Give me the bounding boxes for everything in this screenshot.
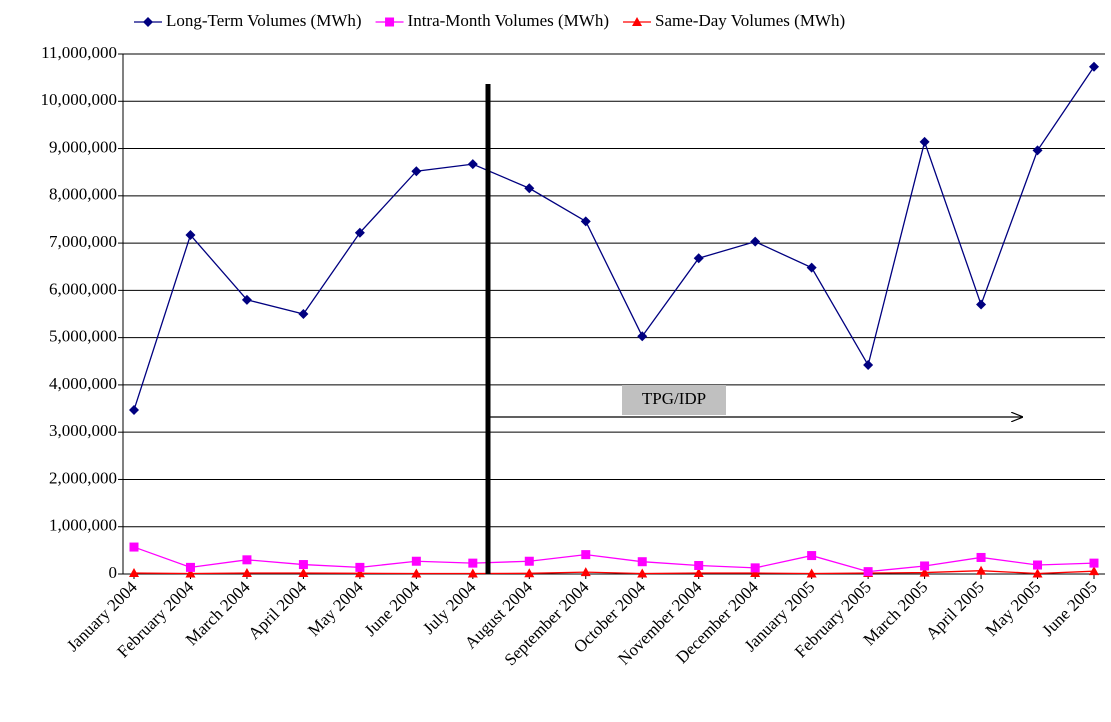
marker: [806, 568, 817, 578]
marker: [1033, 560, 1043, 570]
annotation-box: [622, 385, 726, 415]
marker: [919, 136, 930, 147]
y-tick-label: 3,000,000: [49, 421, 117, 440]
marker: [411, 166, 422, 177]
marker: [976, 299, 987, 310]
x-tick-label: May 2005: [982, 577, 1045, 640]
y-tick-label: 8,000,000: [49, 185, 117, 204]
marker: [298, 309, 309, 319]
grid: 0 1,000,000 2,000,000 3,000,000 4,000,000 5,0…: [41, 43, 1105, 669]
marker: [580, 567, 591, 577]
y-tick-label: 7,000,000: [49, 232, 117, 251]
legend-marker: [143, 17, 153, 27]
legend-label: Intra-Month Volumes (MWh): [408, 11, 609, 30]
marker: [976, 565, 987, 575]
marker: [524, 556, 534, 566]
marker: [750, 568, 761, 578]
marker: [580, 216, 591, 227]
line: [133, 570, 1095, 575]
marker: [919, 567, 930, 577]
marker: [863, 360, 874, 371]
x-tick-label: April 2004: [244, 577, 310, 643]
marker: [693, 253, 704, 264]
x-tick-label: June 2005: [1038, 577, 1101, 640]
legend-marker: [632, 17, 643, 26]
marker: [467, 568, 478, 578]
marker: [581, 550, 591, 560]
y-tick-label: 5,000,000: [49, 327, 117, 346]
legend: Long-Term Volumes (MWh) Intra-Month Volum…: [134, 11, 845, 30]
y-tick-label: 11,000,000: [41, 43, 117, 62]
marker: [411, 556, 421, 566]
marker: [806, 262, 817, 273]
marker: [1032, 568, 1043, 578]
marker: [129, 568, 139, 578]
marker: [241, 294, 252, 305]
y-tick-label: 2,000,000: [49, 468, 117, 487]
marker: [129, 404, 139, 415]
marker: [750, 563, 760, 573]
marker: [411, 568, 422, 578]
marker: [129, 542, 139, 552]
marker: [242, 555, 252, 565]
marker: [1089, 61, 1099, 72]
marker: [1089, 558, 1099, 568]
series: [129, 565, 1099, 578]
y-tick-label: 9,000,000: [49, 137, 117, 156]
y-tick-label: 4,000,000: [49, 374, 117, 393]
annotation: TPG/IDP: [642, 389, 706, 408]
marker: [355, 562, 365, 572]
marker: [693, 568, 704, 578]
marker: [1032, 145, 1043, 156]
marker: [750, 236, 761, 247]
marker: [920, 561, 930, 571]
marker: [354, 227, 365, 238]
marker: [524, 183, 535, 194]
y-tick-label: 0: [109, 563, 118, 582]
y-tick-label: 1,000,000: [49, 516, 117, 535]
x-tick-label: May 2004: [304, 577, 367, 640]
marker: [298, 560, 308, 570]
marker: [637, 568, 648, 578]
legend-label: Same-Day Volumes (MWh): [655, 11, 845, 30]
marker: [524, 568, 535, 578]
marker: [637, 557, 647, 567]
marker: [807, 551, 817, 561]
marker: [468, 558, 478, 568]
legend-label: Long-Term Volumes (MWh): [166, 11, 362, 30]
marker: [354, 568, 365, 578]
plot: [129, 61, 1099, 578]
marker: [467, 159, 478, 170]
marker: [185, 230, 196, 241]
marker: [863, 567, 873, 577]
marker: [185, 568, 196, 578]
x-tick-label: June 2004: [361, 577, 424, 640]
line: [133, 546, 1095, 573]
line: [133, 66, 1095, 411]
y-tick-label: 6,000,000: [49, 279, 117, 298]
marker: [241, 568, 252, 578]
series: [129, 61, 1099, 415]
marker: [1089, 566, 1099, 576]
y-tick-label: 10,000,000: [41, 90, 118, 109]
marker: [185, 562, 195, 572]
marker: [976, 552, 986, 562]
x-tick-label: April 2005: [922, 577, 988, 643]
series: [129, 542, 1099, 577]
legend-marker: [385, 17, 395, 27]
marker: [694, 560, 704, 570]
marker: [298, 568, 309, 578]
marker: [637, 331, 648, 342]
